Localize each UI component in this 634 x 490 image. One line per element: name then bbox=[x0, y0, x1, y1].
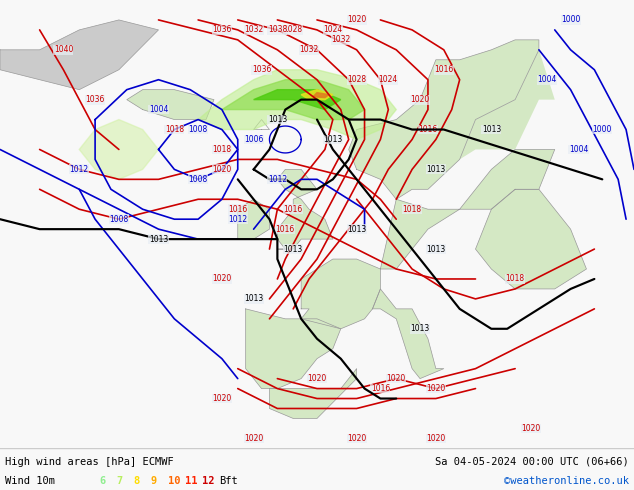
Text: 1016: 1016 bbox=[276, 224, 295, 234]
Polygon shape bbox=[476, 189, 586, 289]
Text: 1018: 1018 bbox=[165, 125, 184, 134]
Text: 1008: 1008 bbox=[188, 175, 208, 184]
Text: 1016: 1016 bbox=[434, 65, 453, 74]
Text: 11: 11 bbox=[185, 476, 198, 486]
Polygon shape bbox=[269, 368, 356, 418]
Polygon shape bbox=[301, 259, 380, 329]
Text: 1028: 1028 bbox=[347, 75, 366, 84]
Text: ©weatheronline.co.uk: ©weatheronline.co.uk bbox=[504, 476, 629, 486]
Text: 1013: 1013 bbox=[323, 135, 342, 144]
Text: 1028: 1028 bbox=[283, 25, 303, 34]
Polygon shape bbox=[127, 90, 214, 120]
Text: 1013: 1013 bbox=[244, 294, 263, 303]
Text: High wind areas [hPa] ECMWF: High wind areas [hPa] ECMWF bbox=[5, 457, 174, 466]
Text: 1032: 1032 bbox=[331, 35, 351, 45]
Text: 1024: 1024 bbox=[323, 25, 342, 34]
Text: 1038: 1038 bbox=[268, 25, 287, 34]
Text: 1016: 1016 bbox=[283, 205, 303, 214]
Text: 1020: 1020 bbox=[521, 424, 541, 433]
Text: 1012: 1012 bbox=[228, 215, 247, 224]
Text: 1004: 1004 bbox=[149, 105, 168, 114]
Polygon shape bbox=[254, 90, 341, 110]
Text: 8: 8 bbox=[134, 476, 140, 486]
Text: Bft: Bft bbox=[219, 476, 238, 486]
Text: 1000: 1000 bbox=[593, 125, 612, 134]
Text: 1020: 1020 bbox=[212, 394, 231, 403]
Text: 1018: 1018 bbox=[505, 274, 525, 284]
Text: 1032: 1032 bbox=[299, 45, 319, 54]
Text: 1013: 1013 bbox=[268, 115, 287, 124]
Text: 1013: 1013 bbox=[426, 245, 446, 254]
Text: 1013: 1013 bbox=[410, 324, 430, 333]
Text: 1008: 1008 bbox=[109, 215, 129, 224]
Text: 1004: 1004 bbox=[537, 75, 557, 84]
Polygon shape bbox=[0, 20, 158, 90]
Text: 1013: 1013 bbox=[283, 245, 303, 254]
Text: 1020: 1020 bbox=[347, 434, 366, 443]
Text: 1020: 1020 bbox=[212, 165, 231, 174]
Text: Wind 10m: Wind 10m bbox=[5, 476, 55, 486]
Text: 1013: 1013 bbox=[482, 125, 501, 134]
Text: 1020: 1020 bbox=[387, 374, 406, 383]
Text: 6: 6 bbox=[100, 476, 106, 486]
Text: 1018: 1018 bbox=[212, 145, 231, 154]
Polygon shape bbox=[380, 149, 555, 269]
Text: 1020: 1020 bbox=[347, 15, 366, 24]
Text: 1036: 1036 bbox=[86, 95, 105, 104]
Text: 1040: 1040 bbox=[54, 45, 73, 54]
Polygon shape bbox=[222, 80, 365, 120]
Text: 1020: 1020 bbox=[307, 374, 327, 383]
Text: 1012: 1012 bbox=[70, 165, 89, 174]
Text: 10: 10 bbox=[168, 476, 181, 486]
Text: 1012: 1012 bbox=[268, 175, 287, 184]
Text: 9: 9 bbox=[151, 476, 157, 486]
Text: 1020: 1020 bbox=[426, 434, 446, 443]
Polygon shape bbox=[238, 199, 269, 239]
Text: 1013: 1013 bbox=[347, 224, 366, 234]
Polygon shape bbox=[198, 70, 396, 140]
Text: 1036: 1036 bbox=[252, 65, 271, 74]
Text: 1020: 1020 bbox=[244, 434, 263, 443]
Text: Sa 04-05-2024 00:00 UTC (06+66): Sa 04-05-2024 00:00 UTC (06+66) bbox=[435, 457, 629, 466]
Text: 1036: 1036 bbox=[212, 25, 231, 34]
Polygon shape bbox=[246, 309, 341, 389]
Polygon shape bbox=[301, 90, 333, 99]
Text: 1013: 1013 bbox=[426, 165, 446, 174]
Polygon shape bbox=[313, 93, 329, 98]
Text: 1006: 1006 bbox=[244, 135, 263, 144]
Polygon shape bbox=[278, 170, 333, 249]
Text: 1020: 1020 bbox=[426, 384, 446, 393]
Text: 1020: 1020 bbox=[212, 274, 231, 284]
Text: 1024: 1024 bbox=[378, 75, 398, 84]
Text: 1013: 1013 bbox=[149, 235, 168, 244]
Polygon shape bbox=[460, 50, 555, 159]
Polygon shape bbox=[349, 40, 539, 199]
Text: 7: 7 bbox=[117, 476, 123, 486]
Polygon shape bbox=[373, 289, 444, 379]
Text: 12: 12 bbox=[202, 476, 215, 486]
Text: 1020: 1020 bbox=[410, 95, 430, 104]
Text: 1008: 1008 bbox=[188, 125, 208, 134]
Text: 1016: 1016 bbox=[371, 384, 390, 393]
Text: 1018: 1018 bbox=[403, 205, 422, 214]
Polygon shape bbox=[79, 120, 158, 179]
Text: 1016: 1016 bbox=[228, 205, 247, 214]
Text: 1004: 1004 bbox=[569, 145, 588, 154]
Text: 1016: 1016 bbox=[418, 125, 437, 134]
Text: 1000: 1000 bbox=[561, 15, 580, 24]
Text: 1032: 1032 bbox=[244, 25, 263, 34]
